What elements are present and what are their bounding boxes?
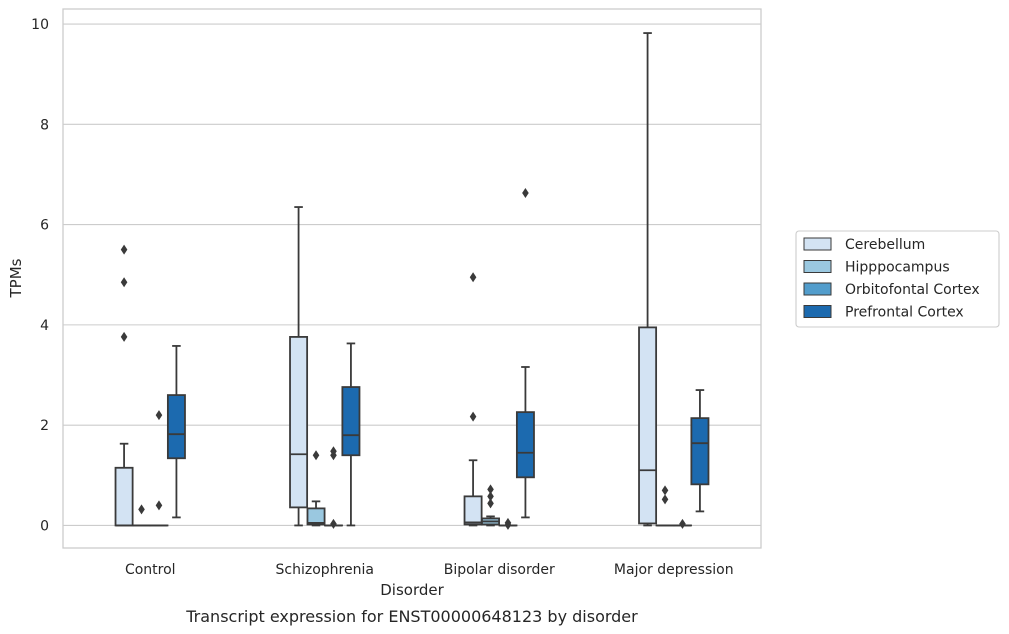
y-tick-label: 2 <box>40 418 49 434</box>
box-cerebellum <box>463 272 483 527</box>
box-orbitofontal-cortex <box>324 446 343 529</box>
y-tick-label: 4 <box>40 318 49 334</box>
outlier-point <box>661 494 669 505</box>
legend-frame <box>795 230 1000 328</box>
box-prefrontal-cortex <box>341 342 361 527</box>
box-body <box>690 417 710 486</box>
outlier-point <box>138 504 145 515</box>
outlier-point <box>469 272 477 283</box>
box-body <box>114 466 134 527</box>
legend-label: Orbitofontal Cortex <box>845 282 980 298</box>
outlier-point <box>120 277 128 288</box>
y-axis-label: TPMs <box>7 258 25 298</box>
outlier-point <box>487 498 494 509</box>
legend-label: Hipppocampus <box>845 260 950 276</box>
outlier-point <box>330 518 337 529</box>
box-prefrontal-cortex <box>690 389 710 513</box>
box-groups <box>114 32 710 530</box>
outlier-point <box>330 446 337 457</box>
legend-swatch <box>803 237 832 251</box>
x-tick-label: Schizophrenia <box>276 562 374 578</box>
x-tick-label: Bipolar disorder <box>444 562 555 578</box>
box-orbitofontal-cortex <box>673 518 692 529</box>
box-orbitofontal-cortex <box>498 517 518 530</box>
outlier-point <box>504 517 512 528</box>
plot-frame <box>62 8 762 549</box>
x-tick-label: Major depression <box>614 562 734 578</box>
box-orbitofontal-cortex <box>149 410 169 527</box>
outlier-point <box>522 188 529 199</box>
x-axis-label: Disorder <box>380 581 444 599</box>
box-body <box>515 411 535 479</box>
box-body <box>166 394 186 460</box>
outlier-point <box>312 450 320 461</box>
y-tick-label: 0 <box>40 518 49 534</box>
legend: Cerebellum Hipppocampus Orbitofontal Corte… <box>795 230 1000 328</box>
box-prefrontal-cortex <box>515 188 535 519</box>
legend-item: Cerebellum <box>803 237 925 253</box>
legend-swatch <box>803 282 832 296</box>
outlier-point <box>155 410 163 421</box>
x-tick-label: Control <box>125 562 176 578</box>
legend-item: Prefrontal Cortex <box>803 305 964 321</box>
box-prefrontal-cortex <box>166 345 186 519</box>
chart-caption: Transcript expression for ENST0000064812… <box>185 607 638 626</box>
y-tick-label: 6 <box>40 218 49 234</box>
legend-item: Orbitofontal Cortex <box>803 282 980 298</box>
outlier-point <box>120 331 128 342</box>
box-body <box>638 326 658 525</box>
outlier-point <box>487 491 494 502</box>
box-cerebellum <box>114 244 134 527</box>
y-tick-labels: 0 2 4 6 8 10 <box>31 17 49 534</box>
box-body <box>341 386 361 457</box>
box-hipppocampus <box>306 450 326 527</box>
box-body <box>463 495 483 526</box>
outlier-point <box>155 500 163 511</box>
legend-item: Hipppocampus <box>803 260 950 276</box>
outlier-point <box>469 411 477 422</box>
legend-label: Cerebellum <box>845 237 925 253</box>
box-body <box>306 507 326 526</box>
outlier-point <box>487 484 494 495</box>
outlier-point <box>661 485 669 496</box>
box-body <box>289 336 309 509</box>
legend-swatch <box>803 305 832 318</box>
y-tick-label: 8 <box>40 117 49 133</box>
outlier-point <box>120 244 128 255</box>
box-hipppocampus <box>481 484 500 527</box>
box-cerebellum <box>638 32 658 527</box>
outlier-point <box>679 518 686 529</box>
legend-label: Prefrontal Cortex <box>845 305 964 321</box>
box-cerebellum <box>289 206 309 527</box>
x-tick-labels: Control Schizophrenia Bipolar disorder Majo… <box>125 562 734 578</box>
legend-swatch <box>803 260 832 273</box>
y-tick-label: 10 <box>31 17 49 33</box>
